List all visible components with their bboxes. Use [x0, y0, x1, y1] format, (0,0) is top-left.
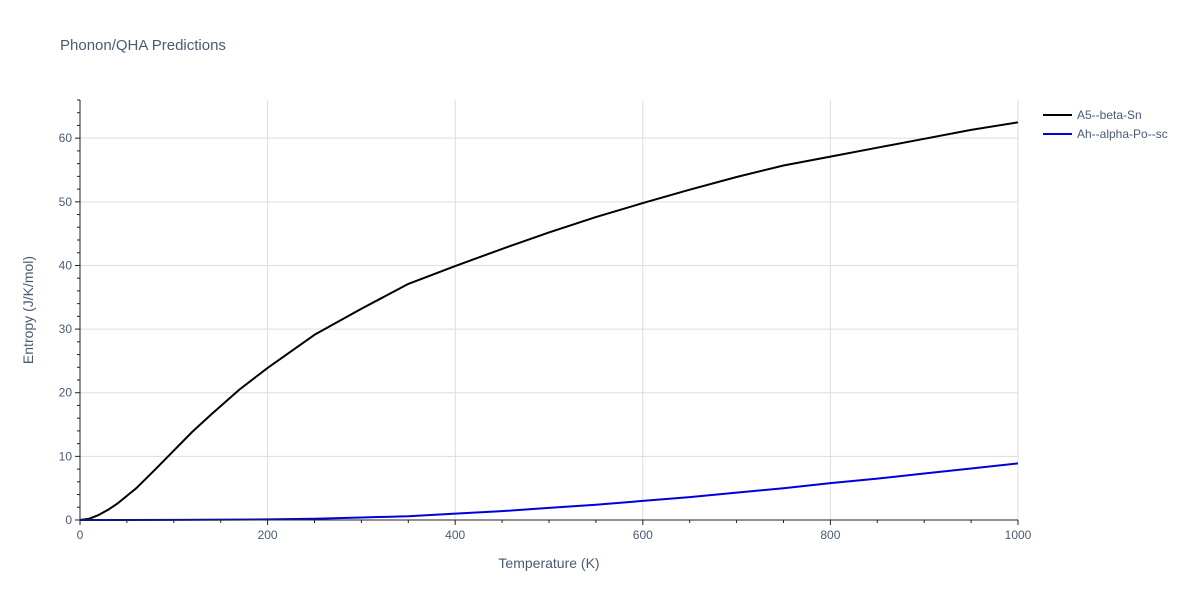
y-tick-label: 0 — [65, 513, 72, 527]
x-tick-label: 1000 — [1005, 528, 1032, 542]
y-axis-title: Entropy (J/K/mol) — [20, 256, 36, 364]
legend-label: A5--beta-Sn — [1077, 108, 1142, 122]
axes-layer: 0 200 400 600 800 1000 0 10 20 30 40 50 60 — [59, 99, 1032, 542]
chart-title: Phonon/QHA Predictions — [60, 37, 226, 54]
series-layer — [79, 121, 1019, 521]
y-tick-label: 20 — [59, 386, 73, 400]
series-line-1 — [79, 462, 1019, 521]
series-line-0 — [79, 121, 1019, 521]
x-tick-label: 400 — [445, 528, 465, 542]
x-tick-label: 200 — [258, 528, 278, 542]
x-axis-title: Temperature (K) — [498, 555, 599, 571]
legend-item-1[interactable]: Ah--alpha-Po--sc — [1043, 127, 1168, 141]
y-tick-label: 50 — [59, 195, 73, 209]
legend-label: Ah--alpha-Po--sc — [1077, 127, 1168, 141]
legend-item-0[interactable]: A5--beta-Sn — [1043, 108, 1142, 122]
y-tick-label: 30 — [59, 322, 73, 336]
y-tick-label: 10 — [59, 449, 73, 463]
grid-layer — [80, 100, 1019, 520]
y-tick-label: 60 — [59, 131, 73, 145]
y-tick-label: 40 — [59, 258, 73, 272]
x-tick-label: 0 — [77, 528, 84, 542]
x-tick-label: 800 — [820, 528, 840, 542]
x-tick-label: 600 — [633, 528, 653, 542]
legend[interactable]: A5--beta-Sn Ah--alpha-Po--sc — [1043, 108, 1168, 141]
